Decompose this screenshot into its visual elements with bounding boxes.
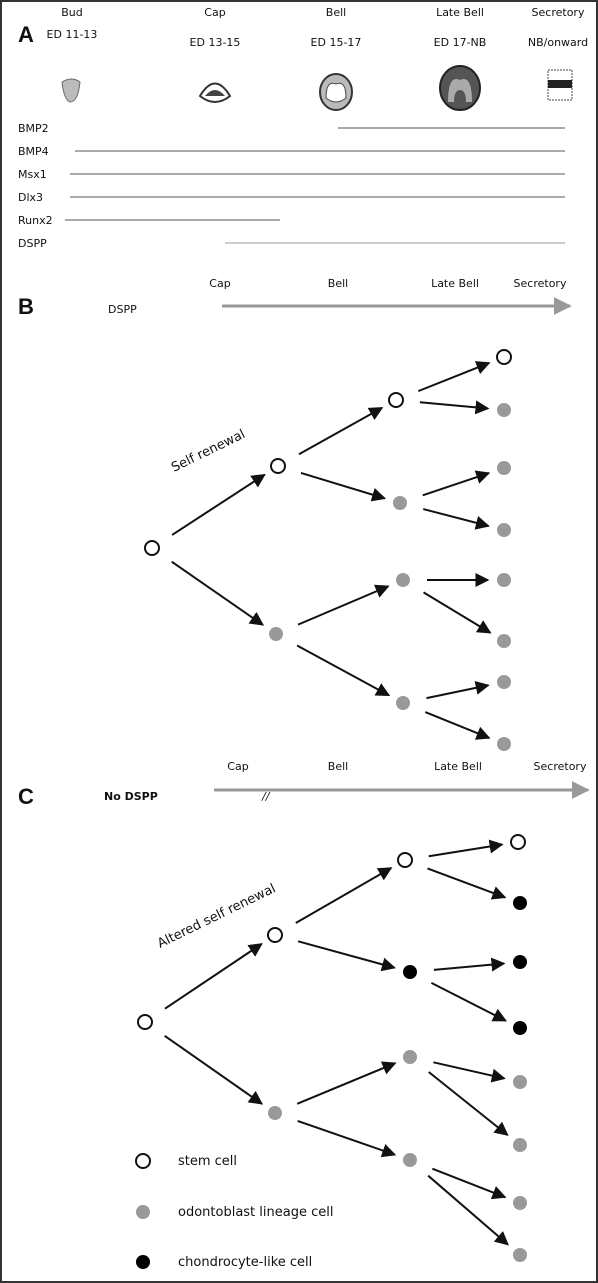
- stage-name: Cap: [204, 6, 225, 19]
- arrow: [172, 562, 263, 625]
- stage-days: ED 11-13: [47, 28, 98, 41]
- arrow: [172, 475, 264, 535]
- stage-name: Late Bell: [436, 6, 484, 19]
- arrow: [423, 473, 489, 495]
- arrow: [424, 592, 491, 632]
- cell: [497, 634, 511, 648]
- cell: [513, 1075, 527, 1089]
- arrow: [418, 363, 489, 391]
- legend-swatch: [136, 1205, 150, 1219]
- arrow: [298, 1121, 395, 1155]
- panel-label: C: [18, 784, 34, 809]
- legend-swatch: [136, 1154, 150, 1168]
- arrow: [428, 1176, 508, 1245]
- stage-label: Secretory: [514, 277, 567, 290]
- stage-days: ED 15-17: [311, 36, 362, 49]
- arrow: [432, 1169, 505, 1197]
- arrow: [296, 868, 391, 923]
- annotation: Self renewal: [169, 427, 248, 476]
- cell: [271, 459, 285, 473]
- cell: [497, 350, 511, 364]
- arrow: [299, 408, 382, 454]
- arrow: [165, 944, 262, 1009]
- gene-label: BMP2: [18, 122, 49, 135]
- arrow: [297, 1063, 395, 1104]
- cell: [403, 965, 417, 979]
- legend-label: chondrocyte-like cell: [178, 1255, 312, 1270]
- arrow: [301, 473, 385, 498]
- arrow: [431, 983, 505, 1021]
- cell: [513, 1248, 527, 1262]
- legend-label: odontoblast lineage cell: [178, 1205, 333, 1220]
- arrow: [423, 509, 488, 526]
- arrow: [429, 845, 502, 857]
- condition: DSPP: [108, 303, 137, 316]
- gene-label: Msx1: [18, 168, 47, 181]
- arrow: [433, 1062, 504, 1078]
- legend-swatch: [136, 1255, 150, 1269]
- cell: [389, 393, 403, 407]
- arrow: [427, 868, 505, 897]
- arrow: [420, 402, 488, 408]
- cell: [393, 496, 407, 510]
- annotation: Altered self renewal: [155, 881, 278, 951]
- cell: [268, 1106, 282, 1120]
- cell: [403, 1153, 417, 1167]
- break-mark: //: [261, 790, 271, 803]
- arrow: [429, 1072, 508, 1135]
- stage-name: Bell: [326, 6, 346, 19]
- stage-label: Late Bell: [434, 760, 482, 773]
- cell: [403, 1050, 417, 1064]
- arrow: [165, 1036, 262, 1104]
- panel-label: B: [18, 294, 34, 319]
- cell: [513, 896, 527, 910]
- arrow: [426, 685, 488, 698]
- stage-label: Bell: [328, 760, 348, 773]
- cell: [497, 461, 511, 475]
- gene-label: DSPP: [18, 237, 47, 250]
- stage-label: Secretory: [534, 760, 587, 773]
- cell: [511, 835, 525, 849]
- gene-label: Dlx3: [18, 191, 43, 204]
- cell: [513, 1196, 527, 1210]
- stage-label: Late Bell: [431, 277, 479, 290]
- stage-name: Bud: [61, 6, 83, 19]
- cell: [513, 955, 527, 969]
- cell: [138, 1015, 152, 1029]
- arrow: [297, 645, 389, 695]
- panel-label: A: [18, 22, 34, 47]
- stage-name: Secretory: [532, 6, 585, 19]
- cell: [513, 1138, 527, 1152]
- cell: [497, 675, 511, 689]
- arrows: [165, 363, 508, 1245]
- condition: No DSPP: [104, 790, 158, 803]
- cell: [396, 573, 410, 587]
- legend-label: stem cell: [178, 1154, 237, 1169]
- stage-days: ED 13-15: [190, 36, 241, 49]
- cell: [398, 853, 412, 867]
- cell: [269, 627, 283, 641]
- stage-label: Bell: [328, 277, 348, 290]
- tooth-icons: [62, 66, 572, 110]
- cell: [513, 1021, 527, 1035]
- stage-days: ED 17-NB: [434, 36, 487, 49]
- arrow: [298, 941, 394, 967]
- arrow: [298, 586, 388, 624]
- stage-label: Cap: [227, 760, 248, 773]
- gene-label: BMP4: [18, 145, 49, 158]
- cell: [497, 737, 511, 751]
- cell: [497, 573, 511, 587]
- arrow: [434, 963, 504, 969]
- stage-days: NB/onward: [528, 36, 588, 49]
- cell: [268, 928, 282, 942]
- cell: [145, 541, 159, 555]
- arrow: [425, 712, 489, 738]
- gene-label: Runx2: [18, 214, 53, 227]
- cell: [396, 696, 410, 710]
- cell: [497, 403, 511, 417]
- cell: [497, 523, 511, 537]
- figure: A B DSPP Self renewal C No DSPP // Alter…: [0, 0, 598, 1283]
- stage-label: Cap: [209, 277, 230, 290]
